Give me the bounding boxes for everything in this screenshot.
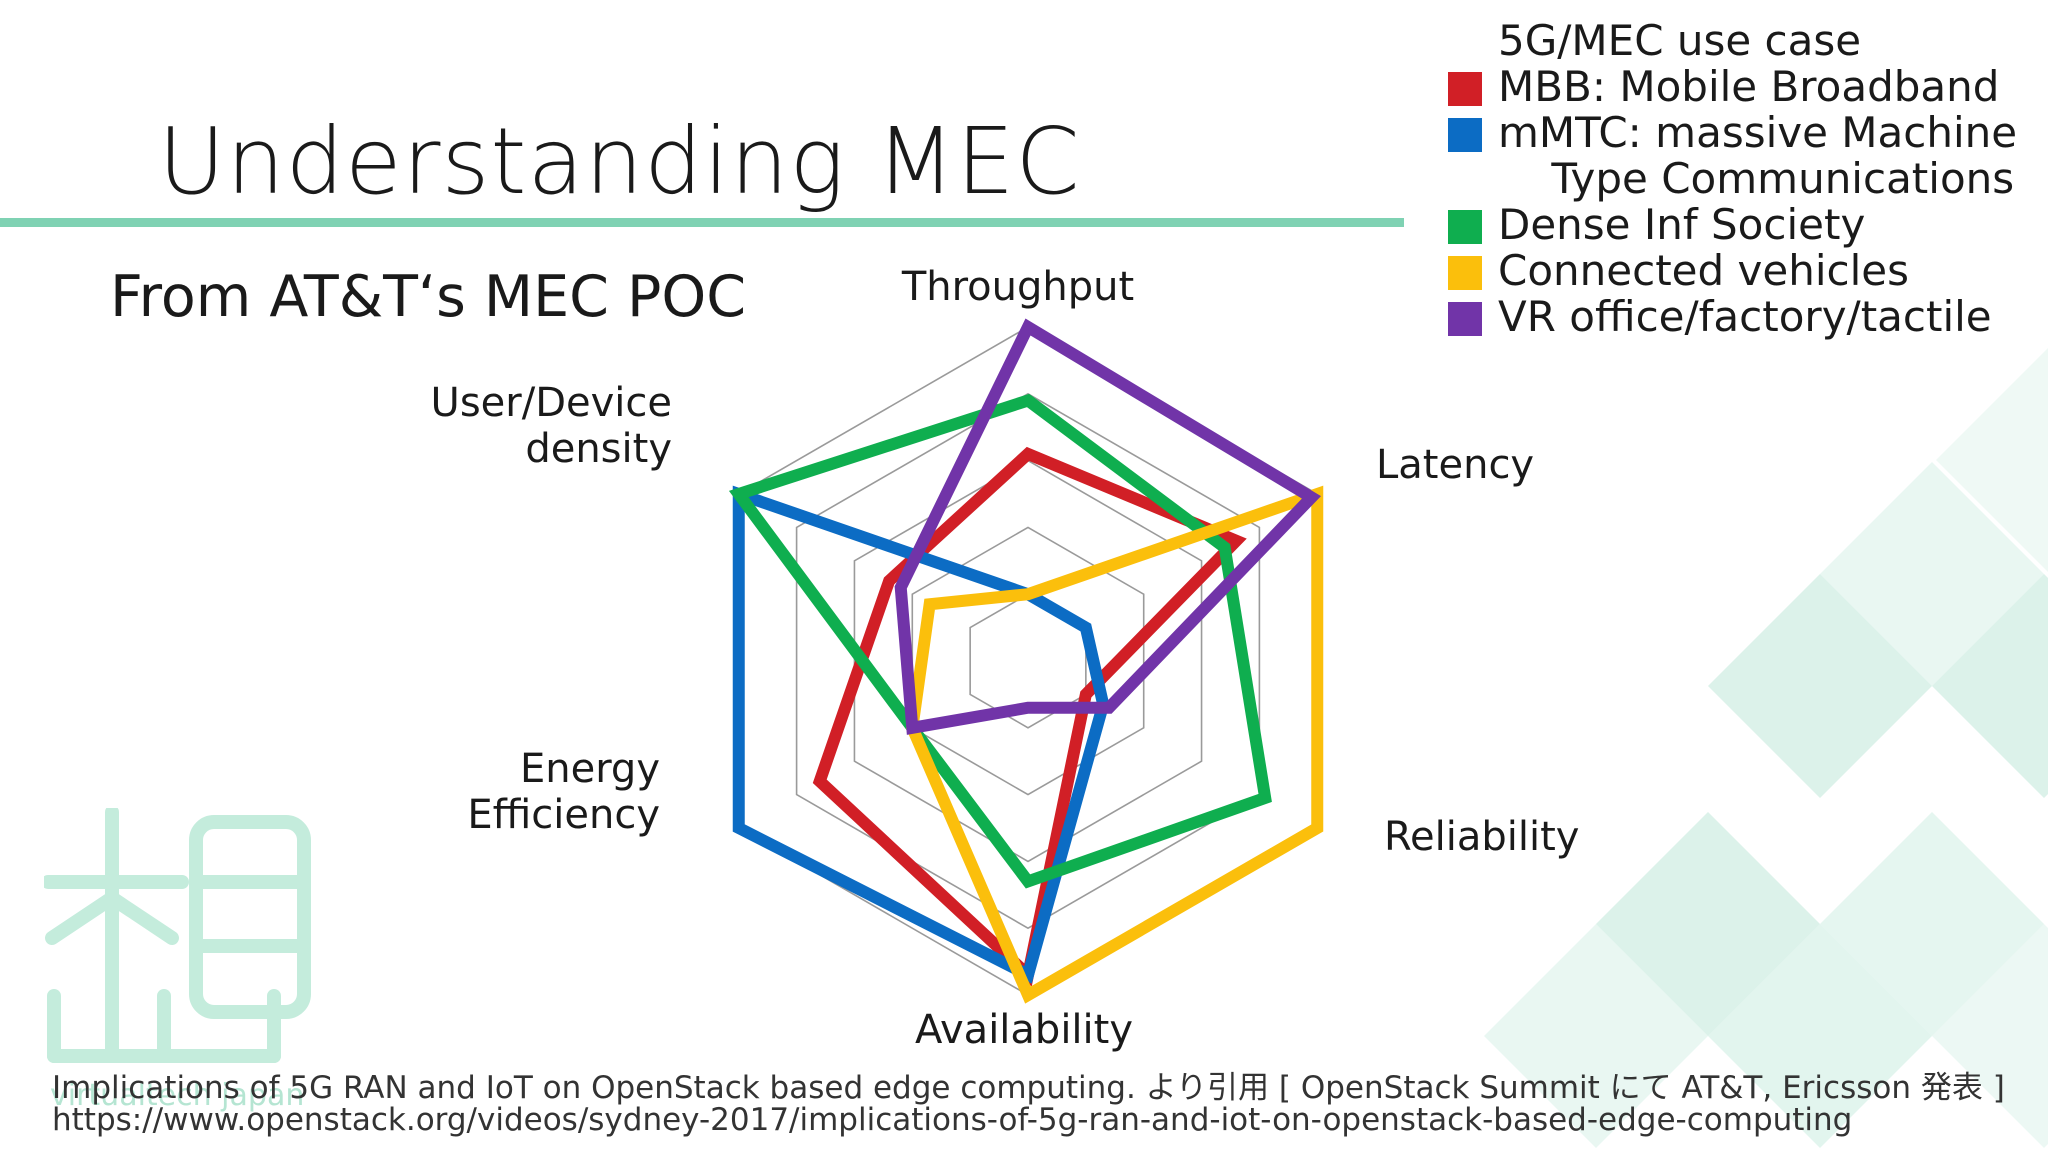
decoration-diamond: [1932, 924, 2048, 1148]
decoration-diamond: [1820, 462, 2044, 686]
legend-swatch: [1448, 256, 1482, 290]
legend-header: 5G/MEC use case: [1498, 16, 1862, 65]
decoration-diamond: [1932, 574, 2048, 798]
legend-label: Dense Inf Society: [1498, 200, 1866, 249]
radar-series-vr-office-factory-tactile: [894, 318, 1322, 735]
radar-series-group: [728, 318, 1324, 1004]
legend-label: MBB: Mobile Broadband: [1498, 62, 2000, 111]
axis-label: density: [525, 426, 672, 472]
title-underline: [0, 218, 1404, 227]
logo-text: virtualtech japan: [50, 1078, 305, 1113]
axis-label: User/Device: [431, 380, 672, 426]
radar-grid-ring: [795, 392, 1261, 930]
legend-label: mMTC: massive Machine: [1498, 108, 2018, 157]
axis-label: Throughput: [901, 264, 1134, 310]
logo-icon: [41, 805, 314, 1074]
legend-swatch: [1448, 210, 1482, 244]
radar-series-dense-inf-society: [728, 393, 1272, 889]
decoration-diamond: [1708, 574, 1932, 798]
source-citation: Implications of 5G RAN and IoT on OpenSt…: [52, 1070, 2005, 1106]
axis-label: Availability: [915, 1007, 1133, 1053]
decoration-diamond: [1708, 924, 1932, 1148]
legend-swatch: [1448, 118, 1482, 152]
source-url: https://www.openstack.org/videos/sydney-…: [52, 1102, 1853, 1138]
axis-label: Latency: [1376, 442, 1534, 488]
axis-label: Efficiency: [467, 792, 660, 838]
decoration-diamond: [1596, 812, 1820, 1036]
legend-label: Connected vehicles: [1498, 246, 1909, 295]
axis-label: Energy: [520, 746, 660, 792]
page-subtitle: From AT&T‘s MEC POC: [110, 264, 747, 330]
page-title: Understanding MEC: [158, 108, 1081, 215]
decoration-diamond: [1820, 812, 2044, 1036]
radar-grid-ring: [737, 326, 1319, 996]
radar-grid: [737, 326, 1319, 996]
legend-label: VR office/factory/tactile: [1498, 292, 1992, 341]
radar-grid-ring: [853, 459, 1203, 863]
legend-swatch: [1448, 302, 1482, 336]
axis-labels: Throughput Latency Reliability Availability…: [431, 264, 1580, 1053]
radar-grid-ring: [911, 526, 1145, 796]
decoration-diamond: [1936, 348, 2048, 572]
axis-label: Reliability: [1384, 814, 1579, 860]
decoration-diamond: [1484, 924, 1708, 1148]
legend-swatch: [1448, 72, 1482, 106]
legend-label: Type Communications: [1498, 154, 2015, 203]
